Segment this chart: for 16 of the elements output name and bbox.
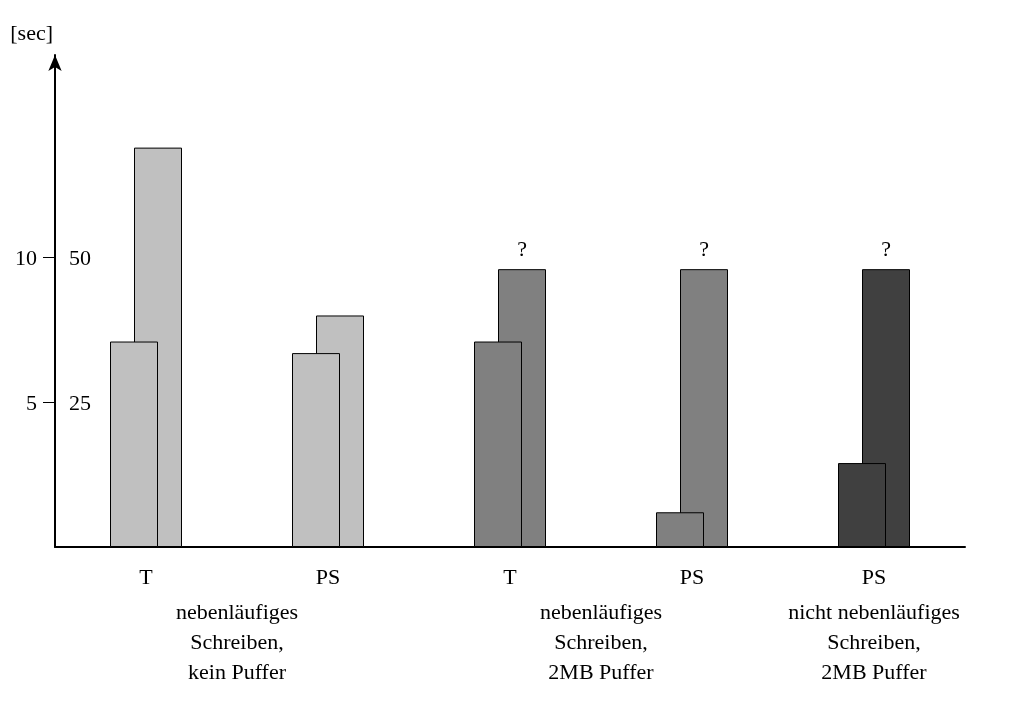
y2-tick-label: 25: [69, 389, 91, 415]
x-tick-label: PS: [679, 563, 705, 589]
text: nebenläufiges Schreiben, 2MB Puffer: [539, 598, 663, 684]
text: nicht nebenläufiges Schreiben, 2MB Puffer: [788, 598, 960, 684]
text: nebenläufiges Schreiben, kein Puffer: [175, 598, 299, 684]
y-tick-label: 5: [26, 389, 37, 415]
y-axis-title: [sec]: [10, 19, 53, 45]
x-tick-label: PS: [315, 563, 341, 589]
data-label: ?: [881, 235, 891, 261]
x-tick-label: T: [503, 563, 518, 589]
data-label: ?: [699, 235, 709, 261]
x-tick-label: PS: [861, 563, 887, 589]
y-tick-label: 10: [15, 245, 37, 271]
data-label: ?: [517, 235, 527, 261]
y2-tick-label: 50: [69, 245, 91, 271]
x-tick-label: T: [139, 563, 154, 589]
